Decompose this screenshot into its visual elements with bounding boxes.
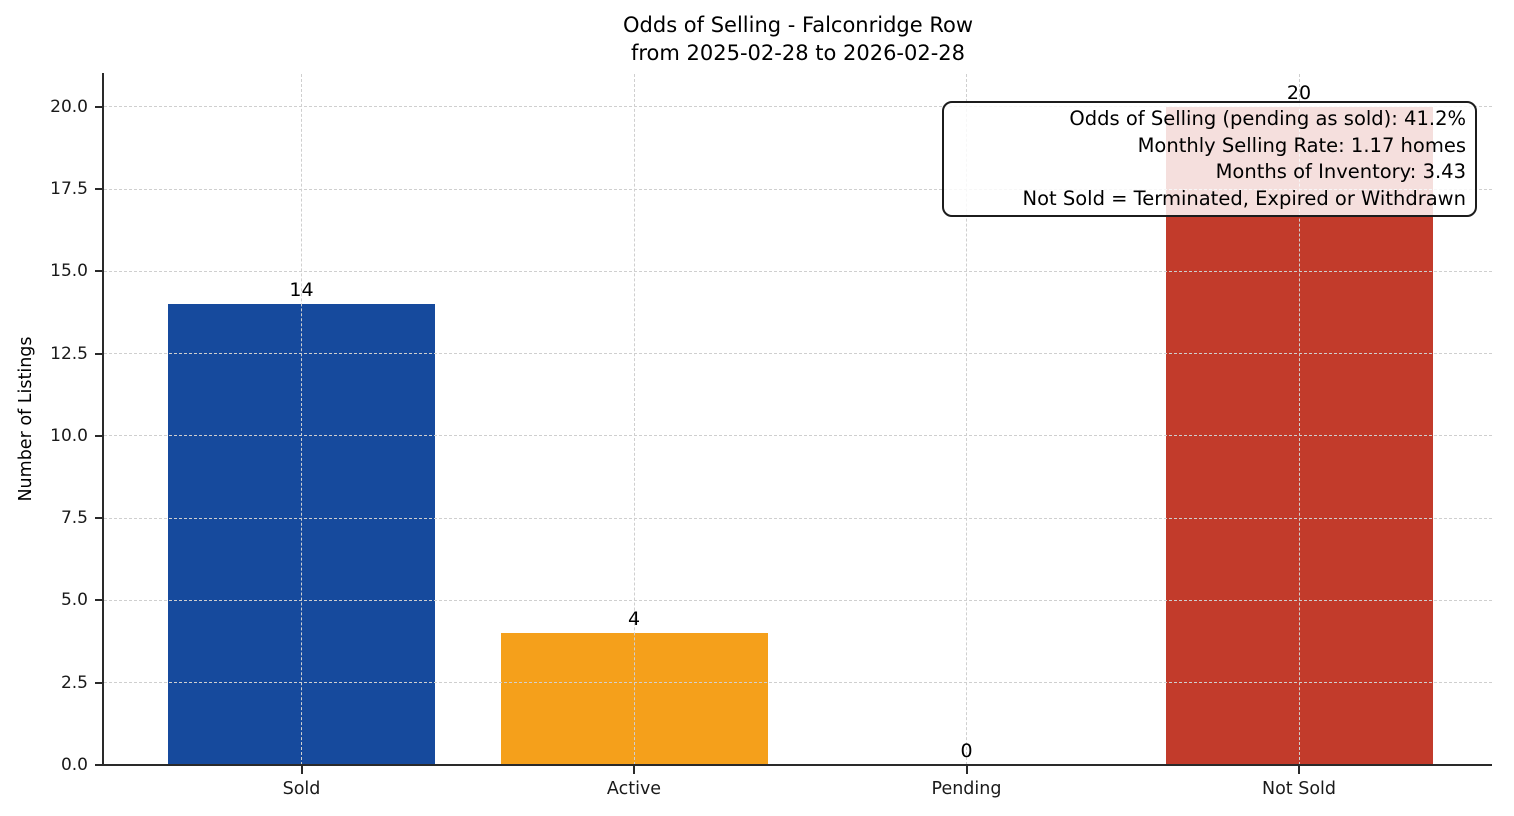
y-tick-label: 7.5 bbox=[60, 508, 88, 529]
v-gridline bbox=[301, 74, 302, 765]
v-gridline bbox=[633, 74, 635, 765]
y-tick-label: 2.5 bbox=[60, 672, 88, 693]
annotation-line-months-inventory: Months of Inventory: 3.43 bbox=[1215, 160, 1466, 183]
x-axis-spine bbox=[102, 764, 1492, 766]
y-tick-mark bbox=[95, 188, 103, 191]
x-tick-mark bbox=[633, 766, 635, 774]
y-tick-mark bbox=[95, 352, 103, 355]
x-tick-label-pending: Pending bbox=[931, 779, 1002, 799]
y-tick-mark bbox=[95, 517, 103, 520]
h-gridline bbox=[104, 353, 1492, 355]
v-gridline bbox=[1298, 74, 1300, 765]
y-tick-mark bbox=[95, 434, 103, 437]
bar-value-label-sold: 14 bbox=[289, 279, 314, 302]
annotation-line-odds: Odds of Selling (pending as sold): 41.2% bbox=[1069, 107, 1466, 130]
chart-title: Odds of Selling - Falconridge Row from 2… bbox=[104, 11, 1492, 67]
h-gridline bbox=[104, 106, 1492, 108]
y-tick-label: 20.0 bbox=[50, 96, 88, 117]
y-tick-mark bbox=[95, 599, 103, 602]
bar-value-label-not-sold: 20 bbox=[1286, 81, 1312, 104]
y-tick-mark bbox=[95, 764, 103, 766]
h-gridline bbox=[104, 599, 1492, 601]
y-tick-mark bbox=[95, 105, 103, 108]
annotation-box: Odds of Selling (pending as sold): 41.2%… bbox=[942, 101, 1477, 217]
annotation-line-monthly-rate: Monthly Selling Rate: 1.17 homes bbox=[1137, 133, 1466, 157]
y-tick-label: 10.0 bbox=[50, 425, 88, 446]
bar-value-label-pending: 0 bbox=[960, 740, 973, 762]
bar-value-label-active: 4 bbox=[627, 608, 641, 631]
h-gridline bbox=[104, 270, 1492, 272]
chart-title-line1: Odds of Selling - Falconridge Row bbox=[623, 13, 973, 37]
h-gridline bbox=[104, 682, 1492, 684]
x-tick-mark bbox=[1298, 766, 1300, 774]
h-gridline bbox=[104, 517, 1492, 519]
x-tick-label-not-sold: Not Sold bbox=[1261, 779, 1337, 799]
y-tick-mark bbox=[95, 681, 103, 684]
y-tick-label: 15.0 bbox=[50, 261, 88, 282]
x-tick-label-active: Active bbox=[606, 779, 662, 799]
y-tick-label: 12.5 bbox=[50, 343, 88, 364]
y-tick-label: 17.5 bbox=[50, 179, 88, 200]
x-tick-mark bbox=[965, 766, 968, 774]
annotation-line-not-sold-def: Not Sold = Terminated, Expired or Withdr… bbox=[1022, 186, 1466, 210]
v-gridline bbox=[966, 74, 967, 765]
y-axis-spine bbox=[102, 73, 104, 766]
chart-title-line2: from 2025-02-28 to 2026-02-28 bbox=[630, 41, 966, 65]
y-tick-label: 0.0 bbox=[60, 755, 88, 775]
h-gridline bbox=[104, 435, 1492, 437]
y-tick-mark bbox=[95, 270, 103, 273]
x-tick-mark bbox=[300, 766, 303, 774]
y-tick-label: 5.0 bbox=[60, 590, 88, 611]
h-gridline bbox=[104, 188, 1492, 190]
x-tick-label-sold: Sold bbox=[282, 779, 321, 799]
